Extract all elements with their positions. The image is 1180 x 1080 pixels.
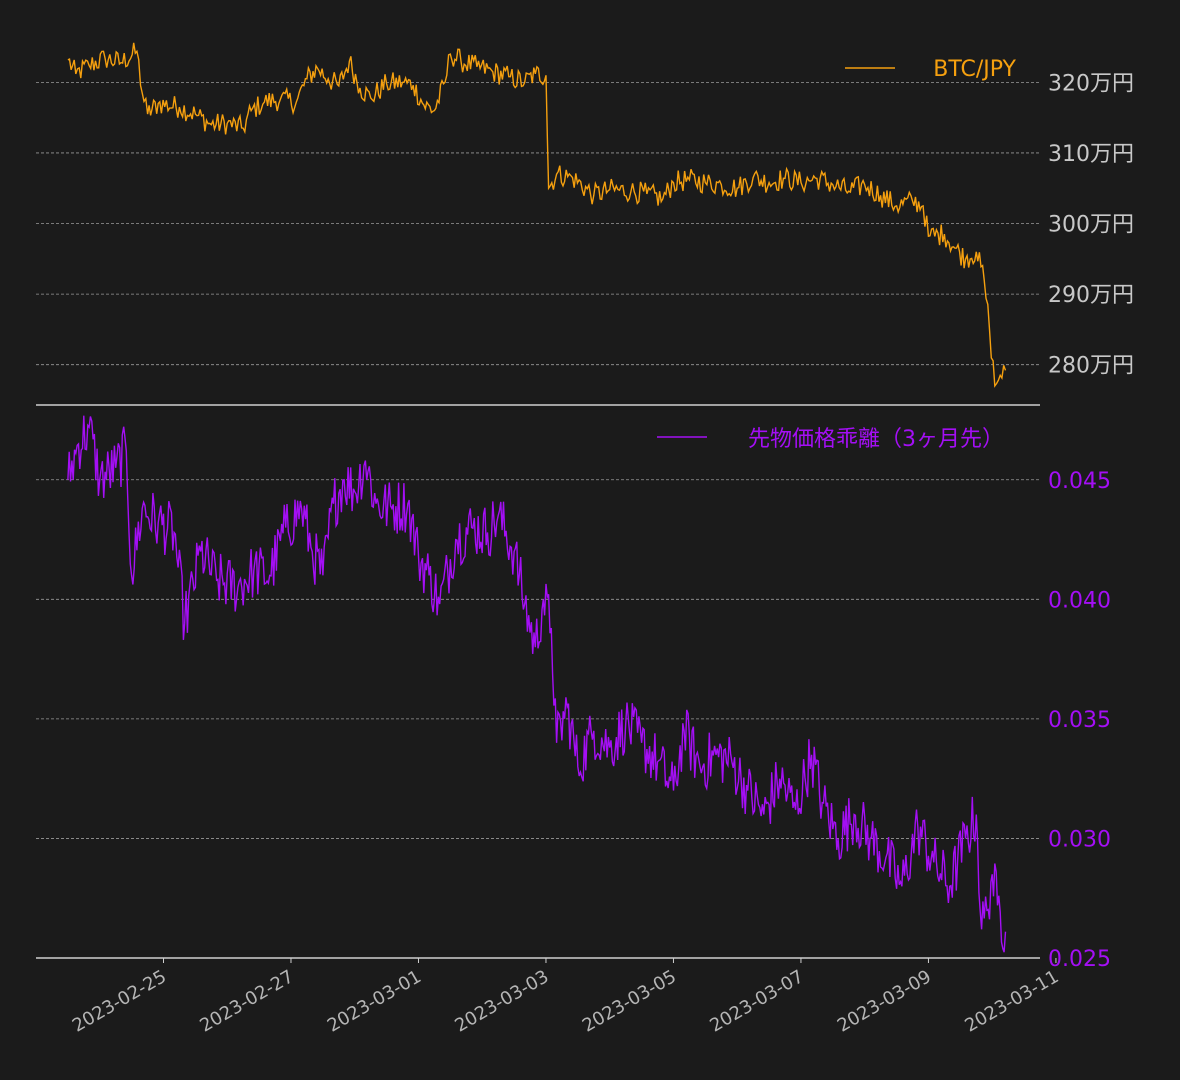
premium-legend: 先物価格乖離（3ヶ月先） — [657, 427, 1004, 452]
btc-y-tick-label: 310万円 — [1048, 142, 1134, 167]
btc-legend-label: BTC/JPY — [933, 57, 1016, 82]
premium-legend-label: 先物価格乖離（3ヶ月先） — [748, 427, 1004, 452]
premium-y-tick-label: 0.035 — [1048, 708, 1111, 733]
premium-y-tick-label: 0.030 — [1048, 827, 1111, 852]
btc-y-tick-label: 280万円 — [1048, 354, 1134, 379]
premium-y-tick-labels: 0.025 0.030 0.035 0.040 0.045 — [1048, 469, 1111, 972]
premium-y-tick-label: 0.025 — [1048, 947, 1111, 972]
btc-y-tick-label: 300万円 — [1048, 213, 1134, 238]
premium-series-line — [67, 415, 1007, 953]
premium-y-tick-label: 0.045 — [1048, 469, 1111, 494]
btc-y-tick-labels: 280万円 290万円 300万円 310万円 320万円 — [1048, 71, 1134, 378]
btc-price-panel: 280万円 290万円 300万円 310万円 320万円 BTC/JPY — [36, 42, 1134, 406]
btc-legend: BTC/JPY — [845, 57, 1017, 82]
btc-y-tick-label: 320万円 — [1048, 71, 1134, 96]
btc-y-tick-label: 290万円 — [1048, 283, 1134, 308]
futures-premium-panel: 0.025 0.030 0.035 0.040 0.045 先物価格乖離（3ヶ月先） — [36, 415, 1111, 972]
premium-y-tick-label: 0.040 — [1048, 588, 1111, 613]
btc-gridlines — [36, 81, 1040, 366]
btc-price-series-line — [67, 42, 1007, 388]
